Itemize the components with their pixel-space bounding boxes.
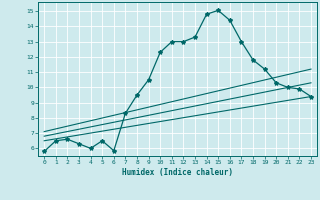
X-axis label: Humidex (Indice chaleur): Humidex (Indice chaleur) — [122, 168, 233, 177]
